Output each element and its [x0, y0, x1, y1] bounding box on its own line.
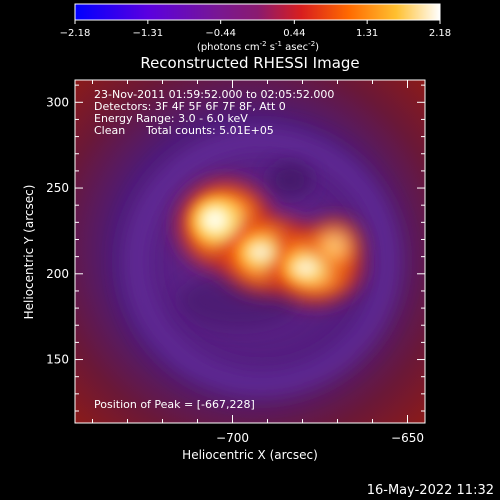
y-tick-label: 300: [46, 95, 69, 109]
y-tick-label: 250: [46, 181, 69, 195]
energy-range: Energy Range: 3.0 - 6.0 keV: [94, 112, 248, 125]
y-axis-ticks: 150 200 250 300: [46, 84, 425, 412]
colorbar-tick-label: 2.18: [429, 28, 451, 39]
colorbar-tick-label: −1.31: [133, 28, 164, 39]
colorbar-units: (photons cm-2 s-1 asec-2): [197, 40, 319, 53]
y-axis-label: Heliocentric Y (arcsec): [22, 185, 36, 320]
x-axis-ticks: −700−650−600: [92, 80, 424, 445]
rhessi-image: [75, 80, 425, 423]
colorbar: −2.18 −1.31 −0.44 0.44 1.31 2.18 (photons cm-…: [60, 3, 451, 53]
algorithm: Clean: [94, 124, 125, 137]
plot-frame: [74, 79, 426, 424]
x-tick-label: −650: [391, 431, 424, 445]
x-axis-label: Heliocentric X (arcsec): [182, 448, 318, 462]
peak-position: Position of Peak = [-667,228]: [94, 398, 255, 411]
y-tick-label: 150: [46, 353, 69, 367]
observation-info: 23-Nov-2011 01:59:52.000 to 02:05:52.000…: [94, 88, 334, 411]
colorbar-ticks: −2.18 −1.31 −0.44 0.44 1.31 2.18: [60, 20, 451, 39]
colorbar-tick-label: 0.44: [283, 28, 305, 39]
chart-title: Reconstructed RHESSI Image: [140, 54, 359, 72]
x-tick-label: −700: [216, 431, 249, 445]
colorbar-tick-label: −0.44: [205, 28, 236, 39]
colorbar-tick-label: 1.31: [356, 28, 378, 39]
total-counts: Total counts: 5.01E+05: [145, 124, 274, 137]
y-tick-label: 200: [46, 267, 69, 281]
plot-date: 16-May-2022 11:32: [367, 483, 494, 498]
detectors: Detectors: 3F 4F 5F 6F 7F 8F, Att 0: [94, 100, 286, 113]
time-range: 23-Nov-2011 01:59:52.000 to 02:05:52.000: [94, 88, 334, 101]
colorbar-tick-label: −2.18: [60, 28, 91, 39]
